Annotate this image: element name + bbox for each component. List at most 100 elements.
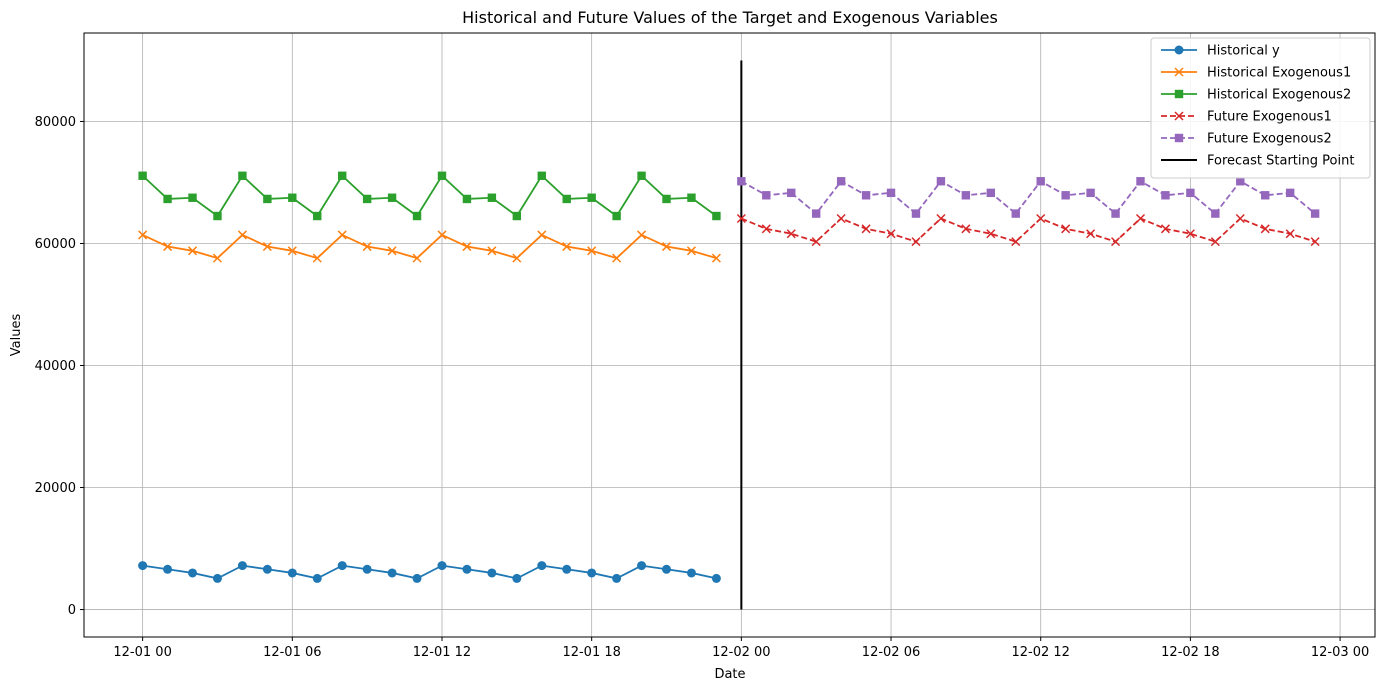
y-tick-label: 60000 [35,237,76,252]
data-point [187,246,198,256]
data-point [437,230,447,240]
data-point [163,564,173,574]
data-point [1135,213,1146,224]
legend: Historical y Historical Exogenous1 Histori… [1150,37,1371,179]
data-point [911,237,921,247]
data-point [238,171,247,180]
y-tick-label: 0 [68,603,76,618]
data-point [213,211,222,221]
series-2 [138,230,721,263]
data-point [1086,229,1096,239]
data-point [312,253,322,263]
series-5 [737,177,1320,218]
data-point [1061,191,1070,200]
y-tick-label: 40000 [35,359,76,374]
data-point [188,568,198,578]
data-point [936,213,946,224]
data-point [462,242,472,252]
y-tick-label: 20000 [35,481,76,496]
data-point [437,171,447,180]
data-point [587,193,596,202]
data-point [662,564,672,574]
series-1 [138,561,721,583]
data-point [986,229,996,239]
data-point [1186,188,1195,198]
data-point [811,237,821,247]
data-point [961,191,971,200]
data-point [287,246,297,256]
data-point [886,188,896,198]
series-group [138,171,1320,583]
data-point [412,573,422,583]
data-point [1235,213,1245,224]
data-point [612,211,621,221]
legend-label: Historical Exogenous1 [1207,66,1351,81]
data-point [362,194,372,204]
data-point [362,242,372,252]
data-point [412,253,422,263]
legend-item: Forecast Starting Point [1161,154,1354,169]
data-point [786,229,796,239]
data-point [1210,237,1220,247]
data-point [338,171,347,180]
legend-marker [1174,67,1184,77]
data-point [1036,213,1046,224]
data-point [1061,224,1071,234]
data-point [212,573,222,583]
data-point [1211,209,1220,218]
data-point [437,561,447,571]
data-point [787,188,796,198]
x-tick-label: 12-01 12 [413,645,471,660]
legend-label: Historical y [1207,44,1280,59]
data-point [612,253,622,263]
data-point [237,561,247,571]
series-line [142,564,717,580]
legend-item: Historical Exogenous1 [1161,66,1351,81]
data-point [961,224,971,234]
legend-marker [1174,133,1184,143]
data-point [512,253,522,263]
data-point [462,564,472,574]
data-point [138,561,148,571]
data-point [1136,177,1145,186]
data-point [312,573,322,583]
series-3 [138,171,721,221]
data-point [487,193,497,202]
data-point [562,564,572,574]
data-point [412,211,422,221]
data-point [1111,209,1120,218]
data-point [986,188,996,198]
data-point [637,561,647,571]
data-point [512,211,522,221]
data-point [287,568,297,578]
data-point [1036,177,1045,186]
data-point [1260,224,1270,234]
data-point [288,193,297,202]
data-point [836,177,846,186]
data-point [263,194,272,204]
data-point [337,230,347,240]
x-tick-label: 12-02 00 [712,645,770,660]
x-tick-label: 12-02 06 [862,645,920,660]
data-point [138,171,147,180]
legend-label: Forecast Starting Point [1207,154,1354,169]
legend-marker [1174,89,1184,99]
data-point [1160,224,1170,234]
data-point [637,230,647,240]
data-point [861,191,871,200]
data-point [686,568,696,578]
data-point [337,561,347,571]
data-point [1236,177,1245,186]
legend-label: Future Exogenous2 [1207,132,1332,147]
legend-label: Historical Exogenous2 [1207,88,1351,103]
data-point [1011,237,1021,247]
y-axis-ticks: 0 20000 40000 60000 80000 [35,115,84,618]
chart-title: Historical and Future Values of the Targ… [462,8,998,27]
data-point [587,246,597,256]
data-point [1161,191,1170,200]
data-point [237,230,247,240]
data-point [537,230,547,240]
data-point [612,573,622,583]
data-point [262,242,272,252]
data-point [562,242,572,252]
